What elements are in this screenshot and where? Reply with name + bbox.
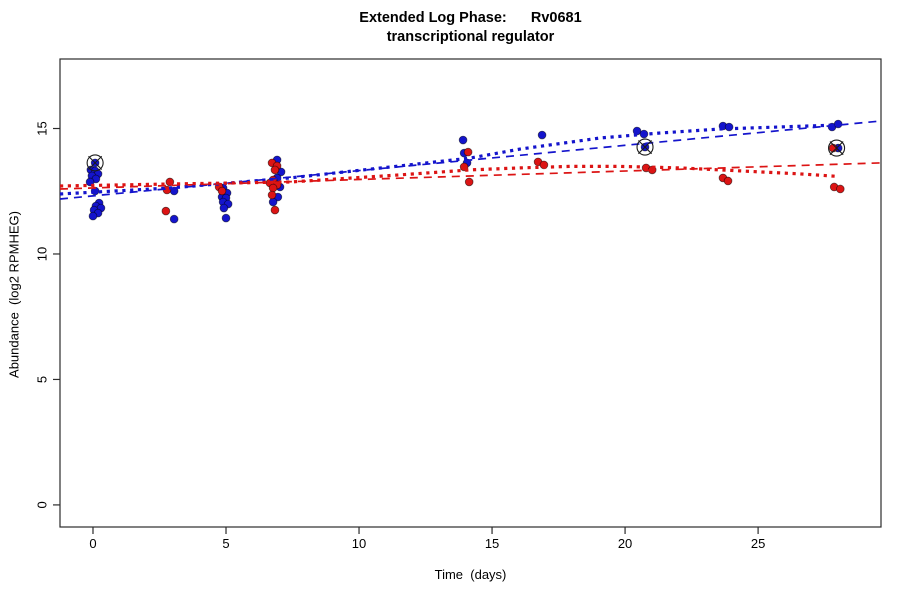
- x-tick-label: 25: [751, 536, 765, 551]
- x-tick-label: 15: [485, 536, 499, 551]
- highlight-circle-icon: [86, 154, 104, 172]
- data-point-red-condition: [723, 176, 733, 186]
- data-point-red-condition: [835, 184, 845, 194]
- highlight-cross-icon: [88, 155, 103, 170]
- data-point-red-condition: [463, 147, 473, 157]
- highlight-circle-icon: [828, 139, 846, 157]
- trend-line-red-dashed-fit: [59, 162, 882, 190]
- y-tick-label: 15: [35, 121, 50, 135]
- data-point-blue-condition: [268, 197, 278, 207]
- highlight-cross-icon: [638, 140, 653, 155]
- x-axis-label: Time (days): [434, 567, 507, 582]
- data-point-blue-condition: [724, 122, 734, 132]
- highlight-circle-icon: [636, 138, 654, 156]
- trend-line-blue-dotted-fit: [59, 123, 838, 196]
- highlight-cross-icon: [829, 141, 844, 156]
- trend-line-red-dotted-fit: [59, 164, 839, 188]
- y-tick-label: 10: [35, 247, 50, 261]
- data-point-blue-condition: [169, 214, 179, 224]
- data-point-red-condition: [270, 165, 280, 175]
- y-tick-label: 0: [35, 501, 50, 508]
- data-point-blue-condition: [88, 211, 98, 221]
- data-point-blue-condition: [221, 213, 231, 223]
- data-point-blue-condition: [458, 135, 468, 145]
- y-tick-label: 5: [35, 376, 50, 383]
- chart-title-line1: Extended Log Phase: Rv0681: [359, 10, 582, 26]
- trend-line-blue-dashed-fit: [59, 120, 882, 200]
- data-point-red-condition: [267, 190, 277, 200]
- x-tick-label: 10: [352, 536, 366, 551]
- x-tick-label: 5: [222, 536, 229, 551]
- data-point-blue-condition: [219, 203, 229, 213]
- x-tick-label: 0: [89, 536, 96, 551]
- data-point-red-condition: [270, 205, 280, 215]
- x-tick-label: 20: [618, 536, 632, 551]
- data-point-red-condition: [268, 183, 278, 193]
- chart-title-line2: transcriptional regulator: [386, 29, 555, 45]
- data-point-red-condition: [217, 186, 227, 196]
- data-point-red-condition: [161, 206, 171, 216]
- plot-box: [59, 58, 882, 528]
- data-point-red-condition: [464, 177, 474, 187]
- data-point-blue-condition: [537, 130, 547, 140]
